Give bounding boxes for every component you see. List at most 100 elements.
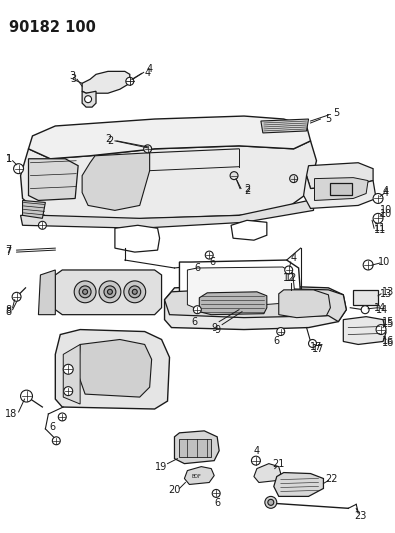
Text: 17: 17 bbox=[310, 342, 323, 352]
Text: 14: 14 bbox=[374, 303, 386, 313]
Text: 7: 7 bbox=[6, 245, 12, 255]
Ellipse shape bbox=[83, 289, 88, 294]
Polygon shape bbox=[254, 464, 281, 482]
Text: 13: 13 bbox=[380, 289, 392, 299]
Text: 23: 23 bbox=[354, 511, 367, 521]
Text: 4: 4 bbox=[254, 446, 260, 456]
Text: 8: 8 bbox=[6, 306, 12, 317]
Text: 4: 4 bbox=[147, 64, 153, 75]
Text: 16: 16 bbox=[382, 338, 394, 349]
Text: 12: 12 bbox=[284, 273, 297, 283]
Polygon shape bbox=[175, 431, 219, 464]
Ellipse shape bbox=[144, 145, 152, 153]
Ellipse shape bbox=[308, 340, 316, 348]
Polygon shape bbox=[279, 290, 330, 318]
Polygon shape bbox=[21, 141, 316, 220]
Ellipse shape bbox=[129, 286, 141, 298]
Text: 2: 2 bbox=[244, 183, 250, 193]
Text: 16: 16 bbox=[382, 336, 394, 346]
Polygon shape bbox=[82, 71, 130, 93]
Text: 15: 15 bbox=[382, 317, 394, 327]
Polygon shape bbox=[82, 91, 96, 107]
Ellipse shape bbox=[363, 260, 373, 270]
Polygon shape bbox=[199, 292, 267, 314]
Polygon shape bbox=[165, 288, 346, 321]
Text: 4: 4 bbox=[383, 188, 389, 198]
Polygon shape bbox=[187, 267, 295, 310]
Ellipse shape bbox=[290, 175, 297, 183]
Polygon shape bbox=[82, 153, 150, 211]
Polygon shape bbox=[165, 285, 346, 329]
Ellipse shape bbox=[230, 172, 238, 180]
Text: BOF: BOF bbox=[192, 474, 201, 479]
Bar bbox=[353, 290, 378, 305]
Text: 4: 4 bbox=[291, 253, 297, 263]
Text: 21: 21 bbox=[273, 458, 285, 469]
Text: 6: 6 bbox=[214, 498, 220, 508]
Polygon shape bbox=[343, 317, 386, 344]
Text: 9: 9 bbox=[211, 322, 217, 333]
Ellipse shape bbox=[38, 221, 46, 229]
Text: 7: 7 bbox=[6, 247, 12, 257]
Text: 4: 4 bbox=[383, 185, 389, 196]
Ellipse shape bbox=[361, 306, 369, 314]
Ellipse shape bbox=[13, 164, 24, 174]
Polygon shape bbox=[55, 270, 162, 314]
Ellipse shape bbox=[79, 286, 91, 298]
Ellipse shape bbox=[212, 489, 220, 497]
Polygon shape bbox=[179, 260, 301, 314]
Text: 9: 9 bbox=[214, 325, 220, 335]
Polygon shape bbox=[38, 270, 55, 314]
Text: 6: 6 bbox=[209, 257, 215, 267]
Text: 11: 11 bbox=[374, 225, 386, 235]
Text: 17: 17 bbox=[312, 344, 325, 354]
Ellipse shape bbox=[58, 413, 66, 421]
Ellipse shape bbox=[132, 289, 137, 294]
Ellipse shape bbox=[52, 437, 60, 445]
Text: 2: 2 bbox=[107, 136, 113, 146]
Polygon shape bbox=[304, 176, 376, 208]
Ellipse shape bbox=[107, 289, 113, 294]
Text: 10: 10 bbox=[378, 257, 390, 267]
Bar bbox=[330, 183, 352, 195]
Ellipse shape bbox=[373, 213, 383, 223]
Ellipse shape bbox=[126, 77, 134, 85]
Polygon shape bbox=[55, 329, 169, 409]
Bar bbox=[179, 439, 211, 457]
Text: 1: 1 bbox=[6, 154, 12, 164]
Polygon shape bbox=[21, 192, 314, 228]
Polygon shape bbox=[63, 344, 80, 404]
Text: 19: 19 bbox=[156, 462, 168, 472]
Text: 6: 6 bbox=[274, 336, 280, 346]
Polygon shape bbox=[261, 119, 308, 133]
Text: 14: 14 bbox=[376, 305, 388, 314]
Ellipse shape bbox=[373, 193, 383, 204]
Polygon shape bbox=[115, 225, 160, 252]
Ellipse shape bbox=[21, 390, 32, 402]
Text: 6: 6 bbox=[191, 317, 198, 327]
Text: 5: 5 bbox=[325, 114, 331, 124]
Ellipse shape bbox=[104, 286, 116, 298]
Text: 6: 6 bbox=[194, 263, 200, 273]
Ellipse shape bbox=[376, 325, 386, 335]
Text: 22: 22 bbox=[325, 473, 338, 483]
Text: 10: 10 bbox=[380, 205, 392, 215]
Ellipse shape bbox=[99, 281, 121, 303]
Polygon shape bbox=[307, 163, 373, 189]
Ellipse shape bbox=[63, 365, 73, 374]
Text: 12: 12 bbox=[282, 273, 295, 283]
Text: 15: 15 bbox=[382, 319, 394, 329]
Text: 20: 20 bbox=[168, 486, 181, 496]
Ellipse shape bbox=[85, 96, 92, 103]
Ellipse shape bbox=[64, 386, 73, 395]
Text: 5: 5 bbox=[333, 108, 339, 118]
Polygon shape bbox=[274, 473, 324, 496]
Text: 4: 4 bbox=[145, 68, 151, 78]
Polygon shape bbox=[231, 220, 267, 240]
Ellipse shape bbox=[265, 496, 277, 508]
Polygon shape bbox=[23, 200, 45, 219]
Text: 2: 2 bbox=[244, 185, 250, 196]
Polygon shape bbox=[184, 466, 214, 484]
Text: 3: 3 bbox=[70, 74, 76, 84]
Text: 8: 8 bbox=[6, 305, 12, 314]
